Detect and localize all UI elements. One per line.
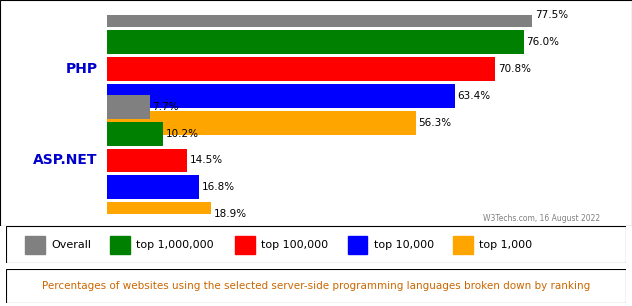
Text: 16.8%: 16.8%	[202, 182, 235, 192]
Text: ASP.NET: ASP.NET	[33, 154, 97, 167]
Text: top 1,000,000: top 1,000,000	[136, 240, 214, 250]
Bar	[107, 95, 150, 119]
Text: top 100,000: top 100,000	[262, 240, 329, 250]
Text: top 1,000: top 1,000	[479, 240, 532, 250]
Bar	[236, 236, 255, 254]
Bar	[107, 3, 532, 27]
Text: 70.8%: 70.8%	[498, 64, 531, 74]
Text: 7.7%: 7.7%	[152, 102, 179, 112]
Text: 77.5%: 77.5%	[535, 10, 568, 20]
Bar	[107, 122, 163, 146]
Bar	[107, 30, 524, 54]
Bar	[110, 236, 130, 254]
Text: 56.3%: 56.3%	[418, 118, 452, 128]
Bar	[107, 84, 454, 108]
Text: 63.4%: 63.4%	[458, 91, 490, 101]
Bar	[107, 57, 495, 81]
Text: Overall: Overall	[51, 240, 91, 250]
Bar	[107, 175, 200, 199]
Text: 14.5%: 14.5%	[190, 155, 222, 166]
Text: top 10,000: top 10,000	[374, 240, 434, 250]
Text: 18.9%: 18.9%	[214, 209, 247, 219]
Bar	[453, 236, 473, 254]
Bar	[107, 111, 416, 135]
Bar	[25, 236, 45, 254]
Bar	[107, 202, 211, 226]
Text: 10.2%: 10.2%	[166, 129, 199, 139]
Text: Percentages of websites using the selected server-side programming languages bro: Percentages of websites using the select…	[42, 281, 590, 291]
Text: PHP: PHP	[66, 62, 97, 76]
Text: W3Techs.com, 16 August 2022: W3Techs.com, 16 August 2022	[483, 214, 600, 223]
Bar	[348, 236, 367, 254]
Bar	[107, 149, 187, 173]
Text: 76.0%: 76.0%	[526, 37, 559, 47]
